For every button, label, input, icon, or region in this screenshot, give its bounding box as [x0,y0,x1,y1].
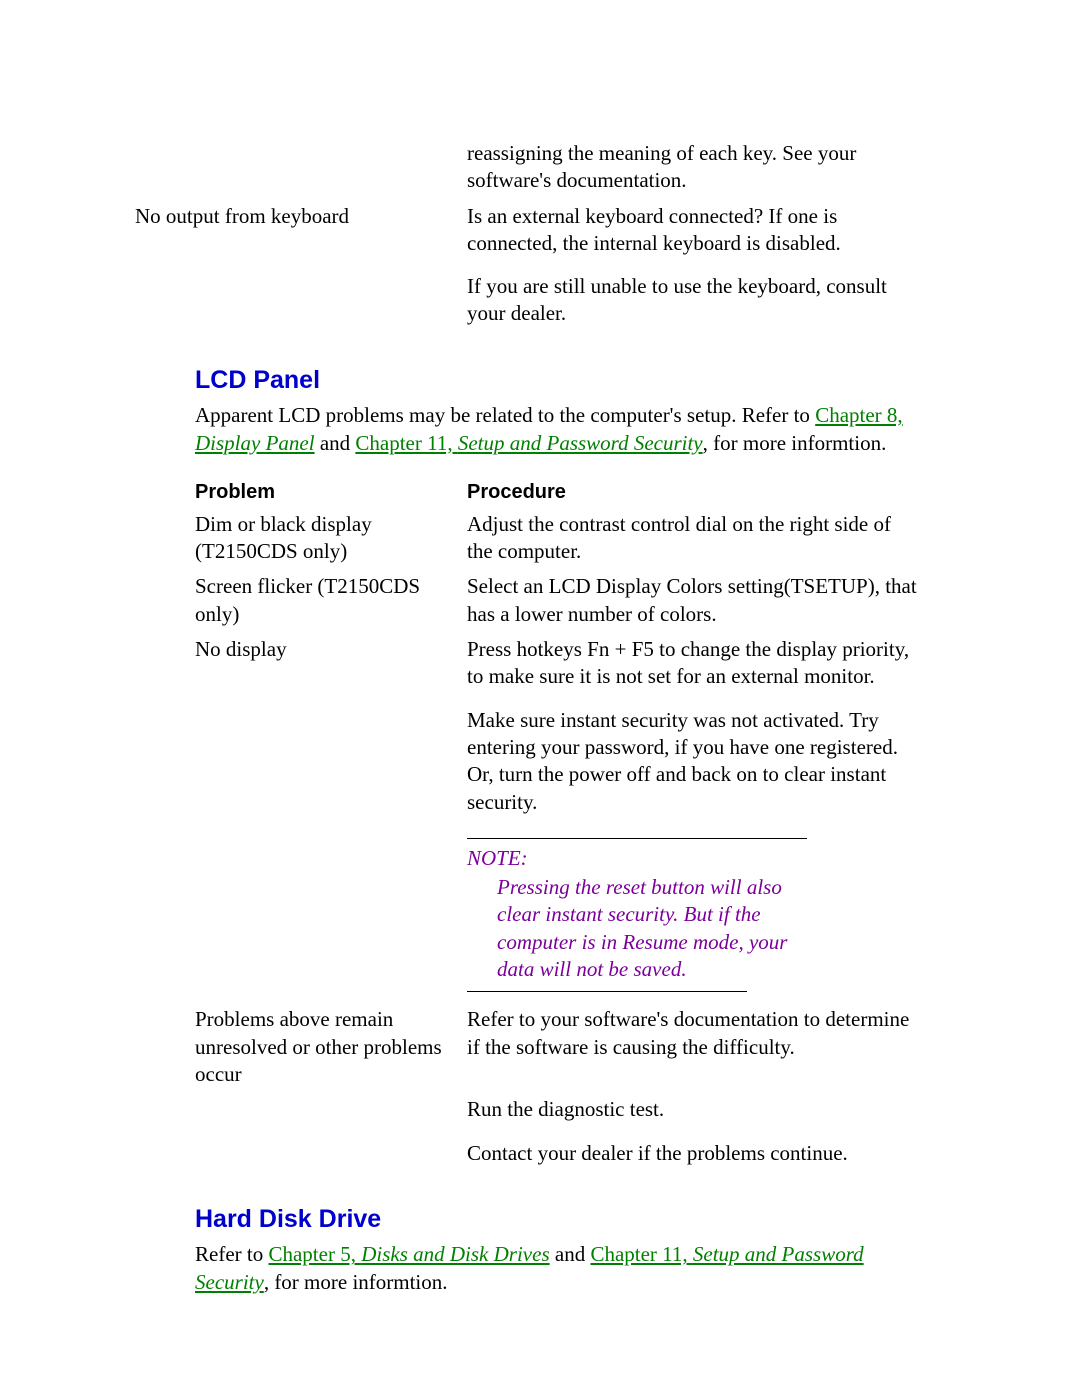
lcd-r2-problem: Screen flicker (T2150CDS only) [195,573,457,628]
lcd-r3-proc-1: Press hotkeys Fn + F5 to change the disp… [467,636,920,691]
lcd-r2-proc: Select an LCD Display Colors setting(TSE… [467,573,920,628]
note-box: NOTE: Pressing the reset button will als… [467,838,807,992]
lcd-r4-proc-3: Contact your dealer if the problems cont… [467,1140,920,1167]
note-label: NOTE: [467,845,807,872]
lcd-row-screen-flicker: Screen flicker (T2150CDS only) Select an… [195,573,920,636]
document-page: reassigning the meaning of each key. See… [0,0,1080,1397]
lcd-r3-proc-2: Make sure instant security was not activ… [467,707,920,816]
note-rule-bottom [467,991,747,992]
lcd-row-unresolved: Problems above remain unresolved or othe… [195,1006,920,1088]
hdd-link1a: Chapter 5, [268,1242,361,1266]
keyboard-continuation-block: reassigning the meaning of each key. See… [135,140,920,203]
header-problem: Problem [195,479,457,505]
lcd-r3-problem: No display [195,636,457,663]
hdd-intro-mid: and [550,1242,591,1266]
hdd-title: Hard Disk Drive [195,1203,920,1236]
hdd-intro: Refer to Chapter 5, Disks and Disk Drive… [195,1241,920,1296]
lcd-link1a: Chapter 8, [815,403,902,427]
lcd-intro: Apparent LCD problems may be related to … [195,402,920,457]
hdd-intro-post: , for more informtion. [264,1270,448,1294]
lcd-intro-post: , for more informtion. [703,431,887,455]
note-rule-top [467,838,807,839]
lcd-link1b: Display Panel [195,431,315,455]
header-procedure: Procedure [467,479,920,505]
lcd-intro-mid: and [315,431,356,455]
hdd-section: Hard Disk Drive Refer to Chapter 5, Disk… [195,1203,920,1296]
procedure-no-output-1: Is an external keyboard connected? If on… [467,203,920,258]
hdd-link2a: Chapter 11, [590,1242,692,1266]
lcd-row-unresolved-cont2: Contact your dealer if the problems cont… [195,1140,920,1175]
problem-no-output: No output from keyboard [135,203,457,230]
lcd-intro-pre: Apparent LCD problems may be related to … [195,403,815,427]
keyboard-row-no-output-cont: If you are still unable to use the keybo… [135,273,920,336]
lcd-table-header: Problem Procedure [195,479,920,511]
lcd-row-unresolved-cont1: Run the diagnostic test. [195,1096,920,1131]
lcd-r4-proc-1: Refer to your software's documentation t… [467,1006,920,1061]
hdd-intro-pre: Refer to [195,1242,268,1266]
keyboard-row-no-output: No output from keyboard Is an external k… [135,203,920,266]
lcd-link2a: Chapter 11, [355,431,457,455]
hdd-link-chapter-5[interactable]: Chapter 5, Disks and Disk Drives [268,1242,549,1266]
note-text: Pressing the reset button will also clea… [467,874,807,983]
hdd-link1b: Disks and Disk Drives [361,1242,549,1266]
lcd-panel-title: LCD Panel [195,364,920,397]
lcd-row-dim-display: Dim or black display (T2150CDS only) Adj… [195,511,920,574]
lcd-link-chapter-11[interactable]: Chapter 11, Setup and Password Security [355,431,702,455]
lcd-r4-problem: Problems above remain unresolved or othe… [195,1006,457,1088]
lcd-panel-section: LCD Panel Apparent LCD problems may be r… [195,364,920,1175]
lcd-row-no-display-cont: Make sure instant security was not activ… [195,707,920,824]
lcd-r1-problem: Dim or black display (T2150CDS only) [195,511,457,566]
lcd-link2b: Setup and Password Security [458,431,703,455]
reassign-text: reassigning the meaning of each key. See… [467,140,920,195]
procedure-no-output-2: If you are still unable to use the keybo… [467,273,920,328]
lcd-note-row: NOTE: Pressing the reset button will als… [195,824,920,1006]
lcd-r4-proc-2: Run the diagnostic test. [467,1096,920,1123]
lcd-row-no-display: No display Press hotkeys Fn + F5 to chan… [195,636,920,699]
lcd-r1-proc: Adjust the contrast control dial on the … [467,511,920,566]
